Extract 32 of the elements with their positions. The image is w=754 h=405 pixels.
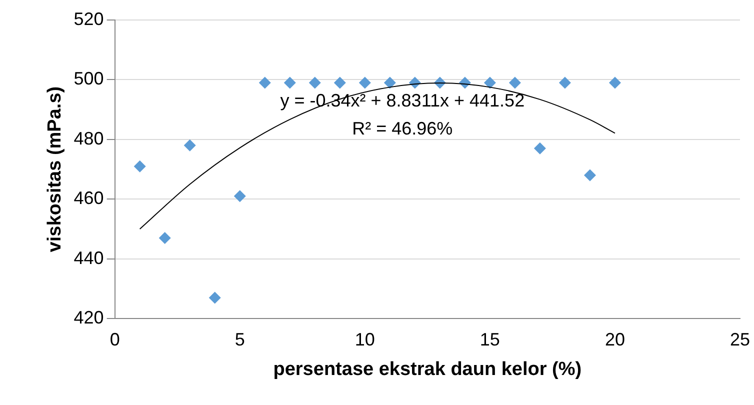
- x-axis-title: persentase ekstrak daun kelor (%): [273, 358, 582, 380]
- point: [308, 76, 321, 89]
- point: [508, 76, 521, 89]
- annotation: R² = 46.96%: [352, 118, 453, 139]
- x-tick-label: 20: [604, 329, 625, 350]
- x-tick-label: 25: [730, 329, 750, 350]
- y-tick-label: 460: [74, 188, 104, 208]
- point: [558, 76, 571, 89]
- y-tick-label: 520: [74, 8, 104, 29]
- point: [208, 292, 221, 304]
- point: [534, 142, 546, 154]
- y-tick-label: 480: [74, 128, 104, 148]
- y-tick-label: 440: [74, 248, 104, 268]
- point: [284, 76, 296, 89]
- y-tick-label: 420: [74, 308, 104, 328]
- x-tick-label: 5: [234, 329, 245, 350]
- point: [134, 160, 146, 172]
- x-tick-label: 10: [354, 329, 375, 350]
- point: [608, 76, 621, 89]
- x-tick-label: 15: [480, 329, 500, 350]
- y-axis-title: viskositas (mPa.s): [44, 86, 66, 252]
- point: [184, 139, 196, 152]
- point: [334, 76, 346, 89]
- point: [158, 232, 171, 244]
- x-tick-label: 0: [110, 329, 120, 350]
- y-tick-label: 500: [74, 68, 104, 89]
- point: [234, 190, 246, 202]
- point: [484, 76, 496, 89]
- point: [384, 76, 396, 89]
- point: [584, 169, 596, 182]
- point: [358, 76, 371, 89]
- point: [258, 76, 271, 89]
